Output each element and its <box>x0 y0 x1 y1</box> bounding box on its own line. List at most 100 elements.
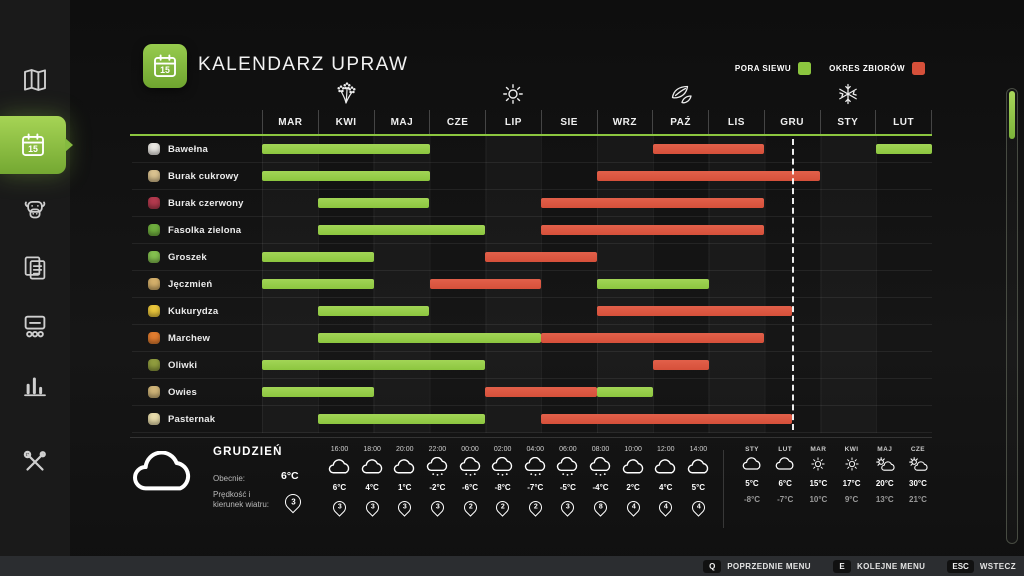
animal-icon <box>24 201 46 219</box>
cloud-icon <box>742 456 762 473</box>
wind-pin: 4 <box>623 498 643 517</box>
map-icon <box>24 69 46 91</box>
key-badge-esc[interactable]: ESC <box>947 559 974 573</box>
forecast-temp: -6°C <box>461 483 479 492</box>
forecast-time: 04:00 <box>526 446 545 453</box>
hourly-column: 04:00 -7°C 2 <box>521 446 550 517</box>
crop-timeline <box>262 190 932 216</box>
sidebar-item-settings[interactable] <box>8 438 62 486</box>
sidebar-item-animals[interactable] <box>8 186 62 234</box>
hourly-column: 06:00 -5°C 3 <box>553 446 582 517</box>
forecast-time: 06:00 <box>559 446 577 453</box>
sidebar-item-production[interactable] <box>8 302 62 350</box>
hourly-column: 16:00 6°C 3 <box>325 446 354 517</box>
forecast-month: LUT <box>778 446 793 453</box>
wind-value: 3 <box>435 504 440 511</box>
spring-flowers-icon <box>334 82 358 106</box>
month-header-cell: PAŹ <box>652 110 708 134</box>
current-date-line <box>792 139 795 430</box>
scrollbar[interactable] <box>1006 88 1018 544</box>
harvest-bar <box>541 198 765 208</box>
snow-cloud-icon <box>524 457 547 477</box>
month-label: LIS <box>727 116 745 128</box>
hourly-column: 08:00 -4°C 8 <box>586 446 615 517</box>
forecast-time: 10:00 <box>624 446 642 453</box>
crop-icon <box>148 386 160 398</box>
key-badge-q[interactable]: Q <box>703 559 722 573</box>
sidebar-item-statistics[interactable] <box>8 360 62 408</box>
forecast-time: 14:00 <box>689 446 708 453</box>
cloud-icon <box>687 457 710 477</box>
legend: PORA SIEWU OKRES ZBIORÓW <box>735 62 925 75</box>
monthly-column: KWI 17°C 9°C <box>837 446 867 504</box>
crop-timeline <box>262 136 932 162</box>
wind-pin: 4 <box>656 498 675 517</box>
month-header-cell: LIP <box>485 110 541 134</box>
crop-timeline <box>262 379 932 405</box>
crop-timeline <box>262 325 932 351</box>
current-temp-value: 6°C <box>281 470 299 482</box>
forecast-time: 18:00 <box>363 446 381 453</box>
snow-cloud-icon <box>556 457 579 477</box>
wind-value: 3 <box>565 504 570 511</box>
forecast-temp: 4°C <box>659 483 673 492</box>
temp-low: 9°C <box>844 495 859 504</box>
wind-value: 4 <box>663 504 668 511</box>
month-label: GRU <box>780 116 804 128</box>
tools-icon <box>23 450 46 471</box>
hint-label: KOLEJNE MENU <box>856 561 926 571</box>
forecast-time: 12:00 <box>656 446 675 453</box>
harvest-bar <box>652 144 765 154</box>
month-header-cell: CZE <box>429 110 485 134</box>
wind-value: 2 <box>500 504 505 511</box>
monthly-column: STY 5°C -8°C <box>737 446 767 504</box>
temp-high: 30°C <box>909 479 927 488</box>
hourly-column: 22:00 -2°C 3 <box>423 446 452 517</box>
crop-icon <box>148 251 160 263</box>
menu-hint[interactable]: E KOLEJNE MENU <box>832 559 926 573</box>
menu-hint[interactable]: Q POPRZEDNIE MENU <box>703 559 811 573</box>
forecast-month: KWI <box>844 446 859 453</box>
sidebar-item-map[interactable] <box>8 56 62 104</box>
current-temp-label: Obecnie: <box>213 474 246 483</box>
bottom-bar: Q POPRZEDNIE MENU E KOLEJNE MENU ESC WSTECZ <box>0 556 1024 576</box>
crop-name: Burak czerwony <box>168 197 244 209</box>
crop-row: Bawełna <box>132 136 932 163</box>
calendar-header-line <box>130 134 932 136</box>
wind-value: 8 <box>598 504 603 511</box>
month-label: MAJ <box>390 116 414 128</box>
crop-icon <box>148 278 160 290</box>
sidebar-item-calendar[interactable]: 15 <box>0 116 73 174</box>
sowing-bar <box>262 144 430 154</box>
crop-row: Marchew <box>132 325 932 352</box>
menu-hint[interactable]: ESC WSTECZ <box>947 559 1016 573</box>
forecast-time: 22:00 <box>428 446 447 453</box>
sowing-bar <box>317 306 430 316</box>
production-icon <box>24 315 46 338</box>
forecast-temp: -4°C <box>592 483 609 492</box>
monthly-column: MAJ 20°C 13°C <box>870 446 900 504</box>
legend-sowing-label: PORA SIEWU <box>734 64 792 73</box>
key-badge-e[interactable]: E <box>832 559 851 573</box>
wind-pin: 3 <box>362 498 382 517</box>
sowing-bar <box>262 387 374 397</box>
harvest-bar <box>652 360 709 370</box>
wind-pin: 3 <box>558 498 578 517</box>
forecast-time: 00:00 <box>461 446 479 453</box>
scrollbar-thumb[interactable] <box>1009 91 1015 139</box>
partly-cloudy-icon <box>908 456 928 473</box>
legend-sowing: PORA SIEWU <box>734 62 812 75</box>
crop-name: Bawełna <box>168 143 208 155</box>
harvest-bar <box>541 414 793 424</box>
crop-name-cell: Groszek <box>132 251 262 263</box>
crop-timeline <box>262 217 932 243</box>
sidebar-item-contracts[interactable] <box>8 244 62 292</box>
month-header-row: MAR KWI MAJ CZE LIP SIE WRZ PAŹ LIS GRU STY LUT <box>262 110 932 134</box>
month-label: LIP <box>504 116 522 128</box>
snow-cloud-icon <box>459 457 482 477</box>
wind-pin: 3 <box>281 490 305 514</box>
wind-value: 2 <box>533 504 538 511</box>
hint-label: POPRZEDNIE MENU <box>727 561 811 571</box>
forecast-temp: -8°C <box>494 483 511 492</box>
